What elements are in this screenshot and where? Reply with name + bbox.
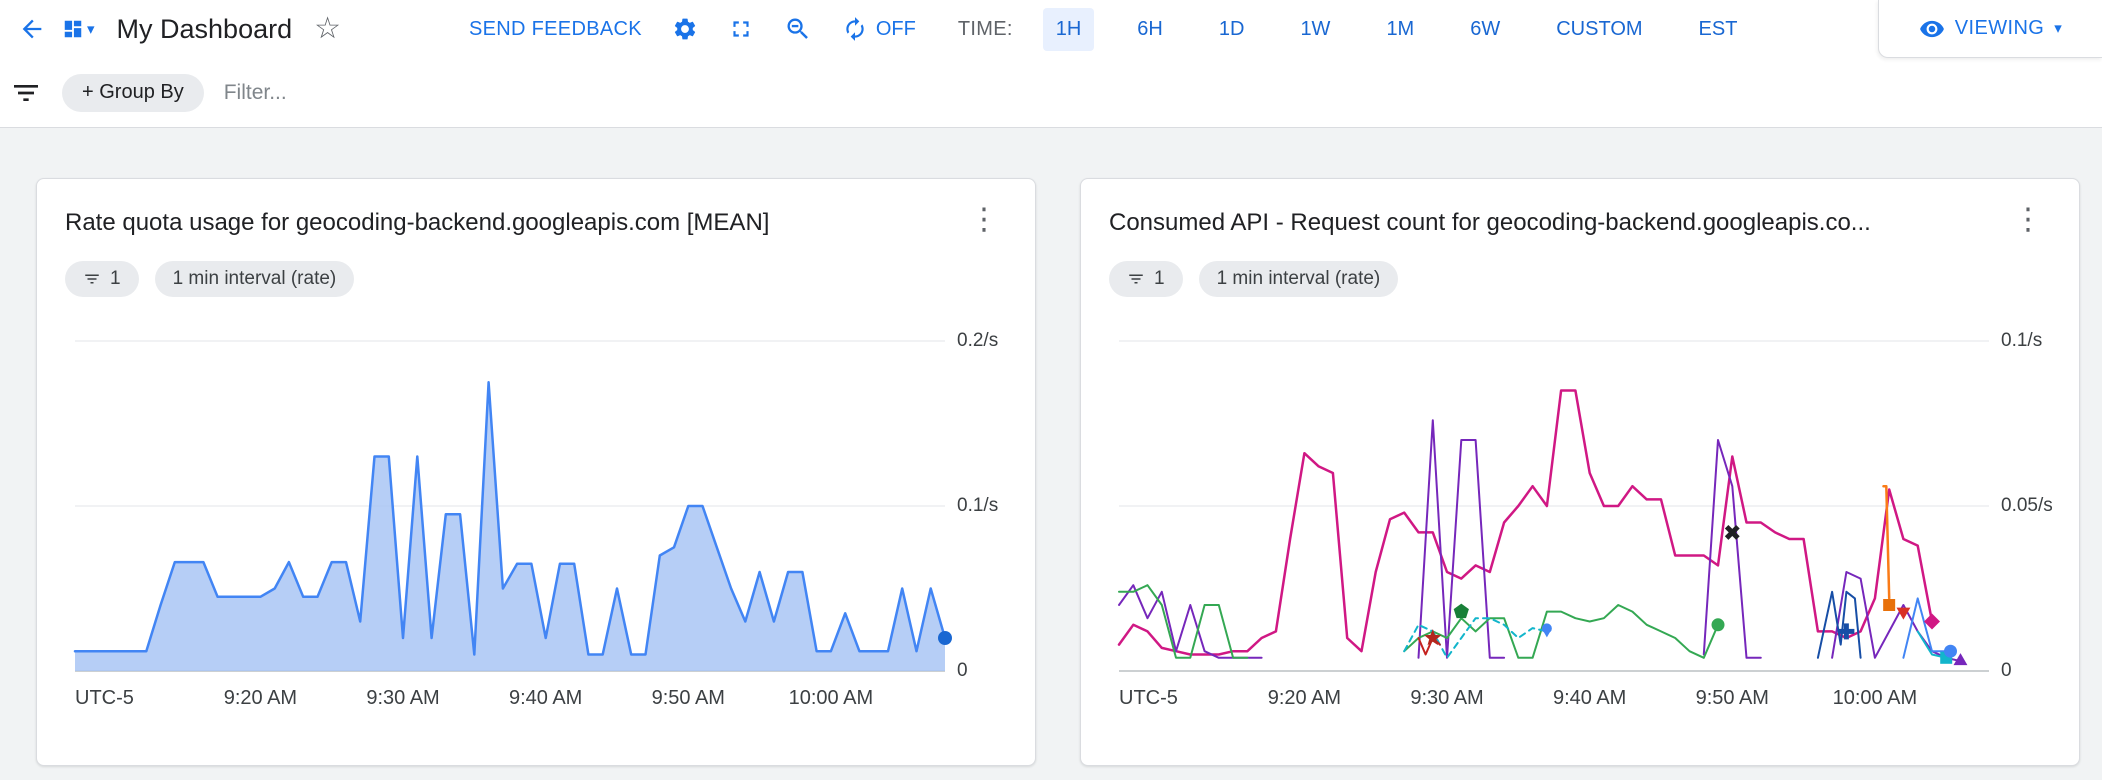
card-header: Rate quota usage for geocoding-backend.g… (65, 205, 1007, 237)
filter-icon (1129, 274, 1143, 284)
filter-bar: + Group By (0, 58, 2102, 128)
chart-plot[interactable]: UTC-5 9:20 AM 9:30 AM 9:40 AM 9:50 AM 10:00 A… (73, 333, 952, 717)
consumed-api-chart[interactable] (1117, 333, 1989, 673)
card-menu-button[interactable]: ⋮ (961, 205, 1007, 235)
card-menu-button[interactable]: ⋮ (2005, 205, 2051, 235)
time-range-6w[interactable]: 6W (1457, 8, 1513, 51)
favorite-star-button[interactable]: ☆ (314, 14, 341, 44)
fullscreen-button[interactable] (728, 16, 754, 42)
eye-icon (1919, 20, 1944, 37)
page-title: My Dashboard (116, 13, 293, 44)
fullscreen-icon (733, 21, 749, 37)
time-label: TIME: (957, 17, 1013, 40)
filter-count-chip[interactable]: 1 (65, 261, 139, 297)
group-by-chip[interactable]: + Group By (62, 73, 204, 112)
chevron-down-icon: ▾ (87, 20, 95, 38)
viewing-label: VIEWING (1954, 17, 2045, 39)
interval-chip[interactable]: 1 min interval (rate) (154, 261, 355, 297)
chart-title: Consumed API - Request count for geocodi… (1109, 209, 1871, 236)
dashboard-grid-icon (64, 20, 82, 38)
time-range-6h[interactable]: 6H (1124, 8, 1176, 51)
back-button[interactable] (18, 15, 46, 43)
x-axis-labels: UTC-5 9:20 AM 9:30 AM 9:40 AM 9:50 AM 10:00 A… (75, 687, 874, 709)
timezone-button[interactable]: EST (1686, 8, 1751, 51)
x-axis-labels: UTC-5 9:20 AM 9:30 AM 9:40 AM 9:50 AM 10:00 A… (1119, 687, 1918, 709)
kebab-icon: ⋮ (969, 203, 999, 236)
chart-card-consumed-api: Consumed API - Request count for geocodi… (1080, 178, 2080, 766)
toolbar-actions-group: SEND FEEDBACK OFF TIME: 1H 6H 1D 1W 1M 6… (469, 7, 1751, 51)
time-range-1w[interactable]: 1W (1287, 8, 1343, 51)
send-feedback-button[interactable]: SEND FEEDBACK (469, 17, 642, 40)
filter-count-label: 1 (110, 268, 121, 289)
card-header: Consumed API - Request count for geocodi… (1109, 205, 2051, 237)
gear-icon (674, 18, 695, 40)
settings-button[interactable] (672, 16, 698, 42)
dashboard-grid-menu-button[interactable]: ▾ (62, 18, 95, 40)
time-range-1d[interactable]: 1D (1206, 8, 1258, 51)
dashboard-canvas: Rate quota usage for geocoding-backend.g… (0, 128, 2102, 780)
kebab-icon: ⋮ (2013, 203, 2043, 236)
filter-count-chip[interactable]: 1 (1109, 261, 1183, 297)
time-range-1m[interactable]: 1M (1373, 8, 1427, 51)
chart-title: Rate quota usage for geocoding-backend.g… (65, 209, 770, 236)
zoom-button[interactable] (784, 15, 812, 43)
back-arrow-icon (22, 19, 42, 39)
interval-chip[interactable]: 1 min interval (rate) (1198, 261, 1399, 297)
chart-plot[interactable]: UTC-5 9:20 AM 9:30 AM 9:40 AM 9:50 AM 10:00 A… (1117, 333, 1989, 717)
auto-refresh-button[interactable]: OFF (842, 16, 916, 42)
chart-area: UTC-5 9:20 AM 9:30 AM 9:40 AM 9:50 AM 10:00 A… (1109, 330, 2053, 717)
refresh-icon (846, 17, 864, 41)
time-range-1h[interactable]: 1H (1042, 7, 1095, 51)
filter-input[interactable] (223, 80, 644, 105)
time-range-custom[interactable]: CUSTOM (1543, 8, 1655, 51)
chevron-down-icon: ▾ (2054, 20, 2063, 37)
toolbar-left-group: ▾ My Dashboard ☆ (18, 14, 341, 45)
y-axis-labels: 0.1/s 0.05/s 0 (2001, 330, 2053, 681)
top-toolbar: ▾ My Dashboard ☆ SEND FEEDBACK OFF TIME: (0, 0, 2102, 58)
chart-chip-row: 1 1 min interval (rate) (65, 261, 1007, 297)
chart-area: UTC-5 9:20 AM 9:30 AM 9:40 AM 9:50 AM 10:00 A… (65, 330, 1007, 717)
filter-icon (85, 274, 99, 284)
y-axis-labels: 0.2/s 0.1/s 0 (957, 330, 999, 681)
zoom-icon (787, 18, 808, 39)
chart-chip-row: 1 1 min interval (rate) (1109, 261, 2051, 297)
auto-refresh-label: OFF (875, 17, 916, 40)
filter-count-label: 1 (1154, 268, 1165, 289)
rate-quota-chart[interactable] (73, 333, 952, 673)
star-outline-icon: ☆ (314, 12, 342, 45)
chart-card-rate-quota: Rate quota usage for geocoding-backend.g… (36, 178, 1036, 766)
viewing-dropdown[interactable]: VIEWING ▾ (1878, 0, 2102, 58)
filter-list-icon (10, 77, 42, 109)
